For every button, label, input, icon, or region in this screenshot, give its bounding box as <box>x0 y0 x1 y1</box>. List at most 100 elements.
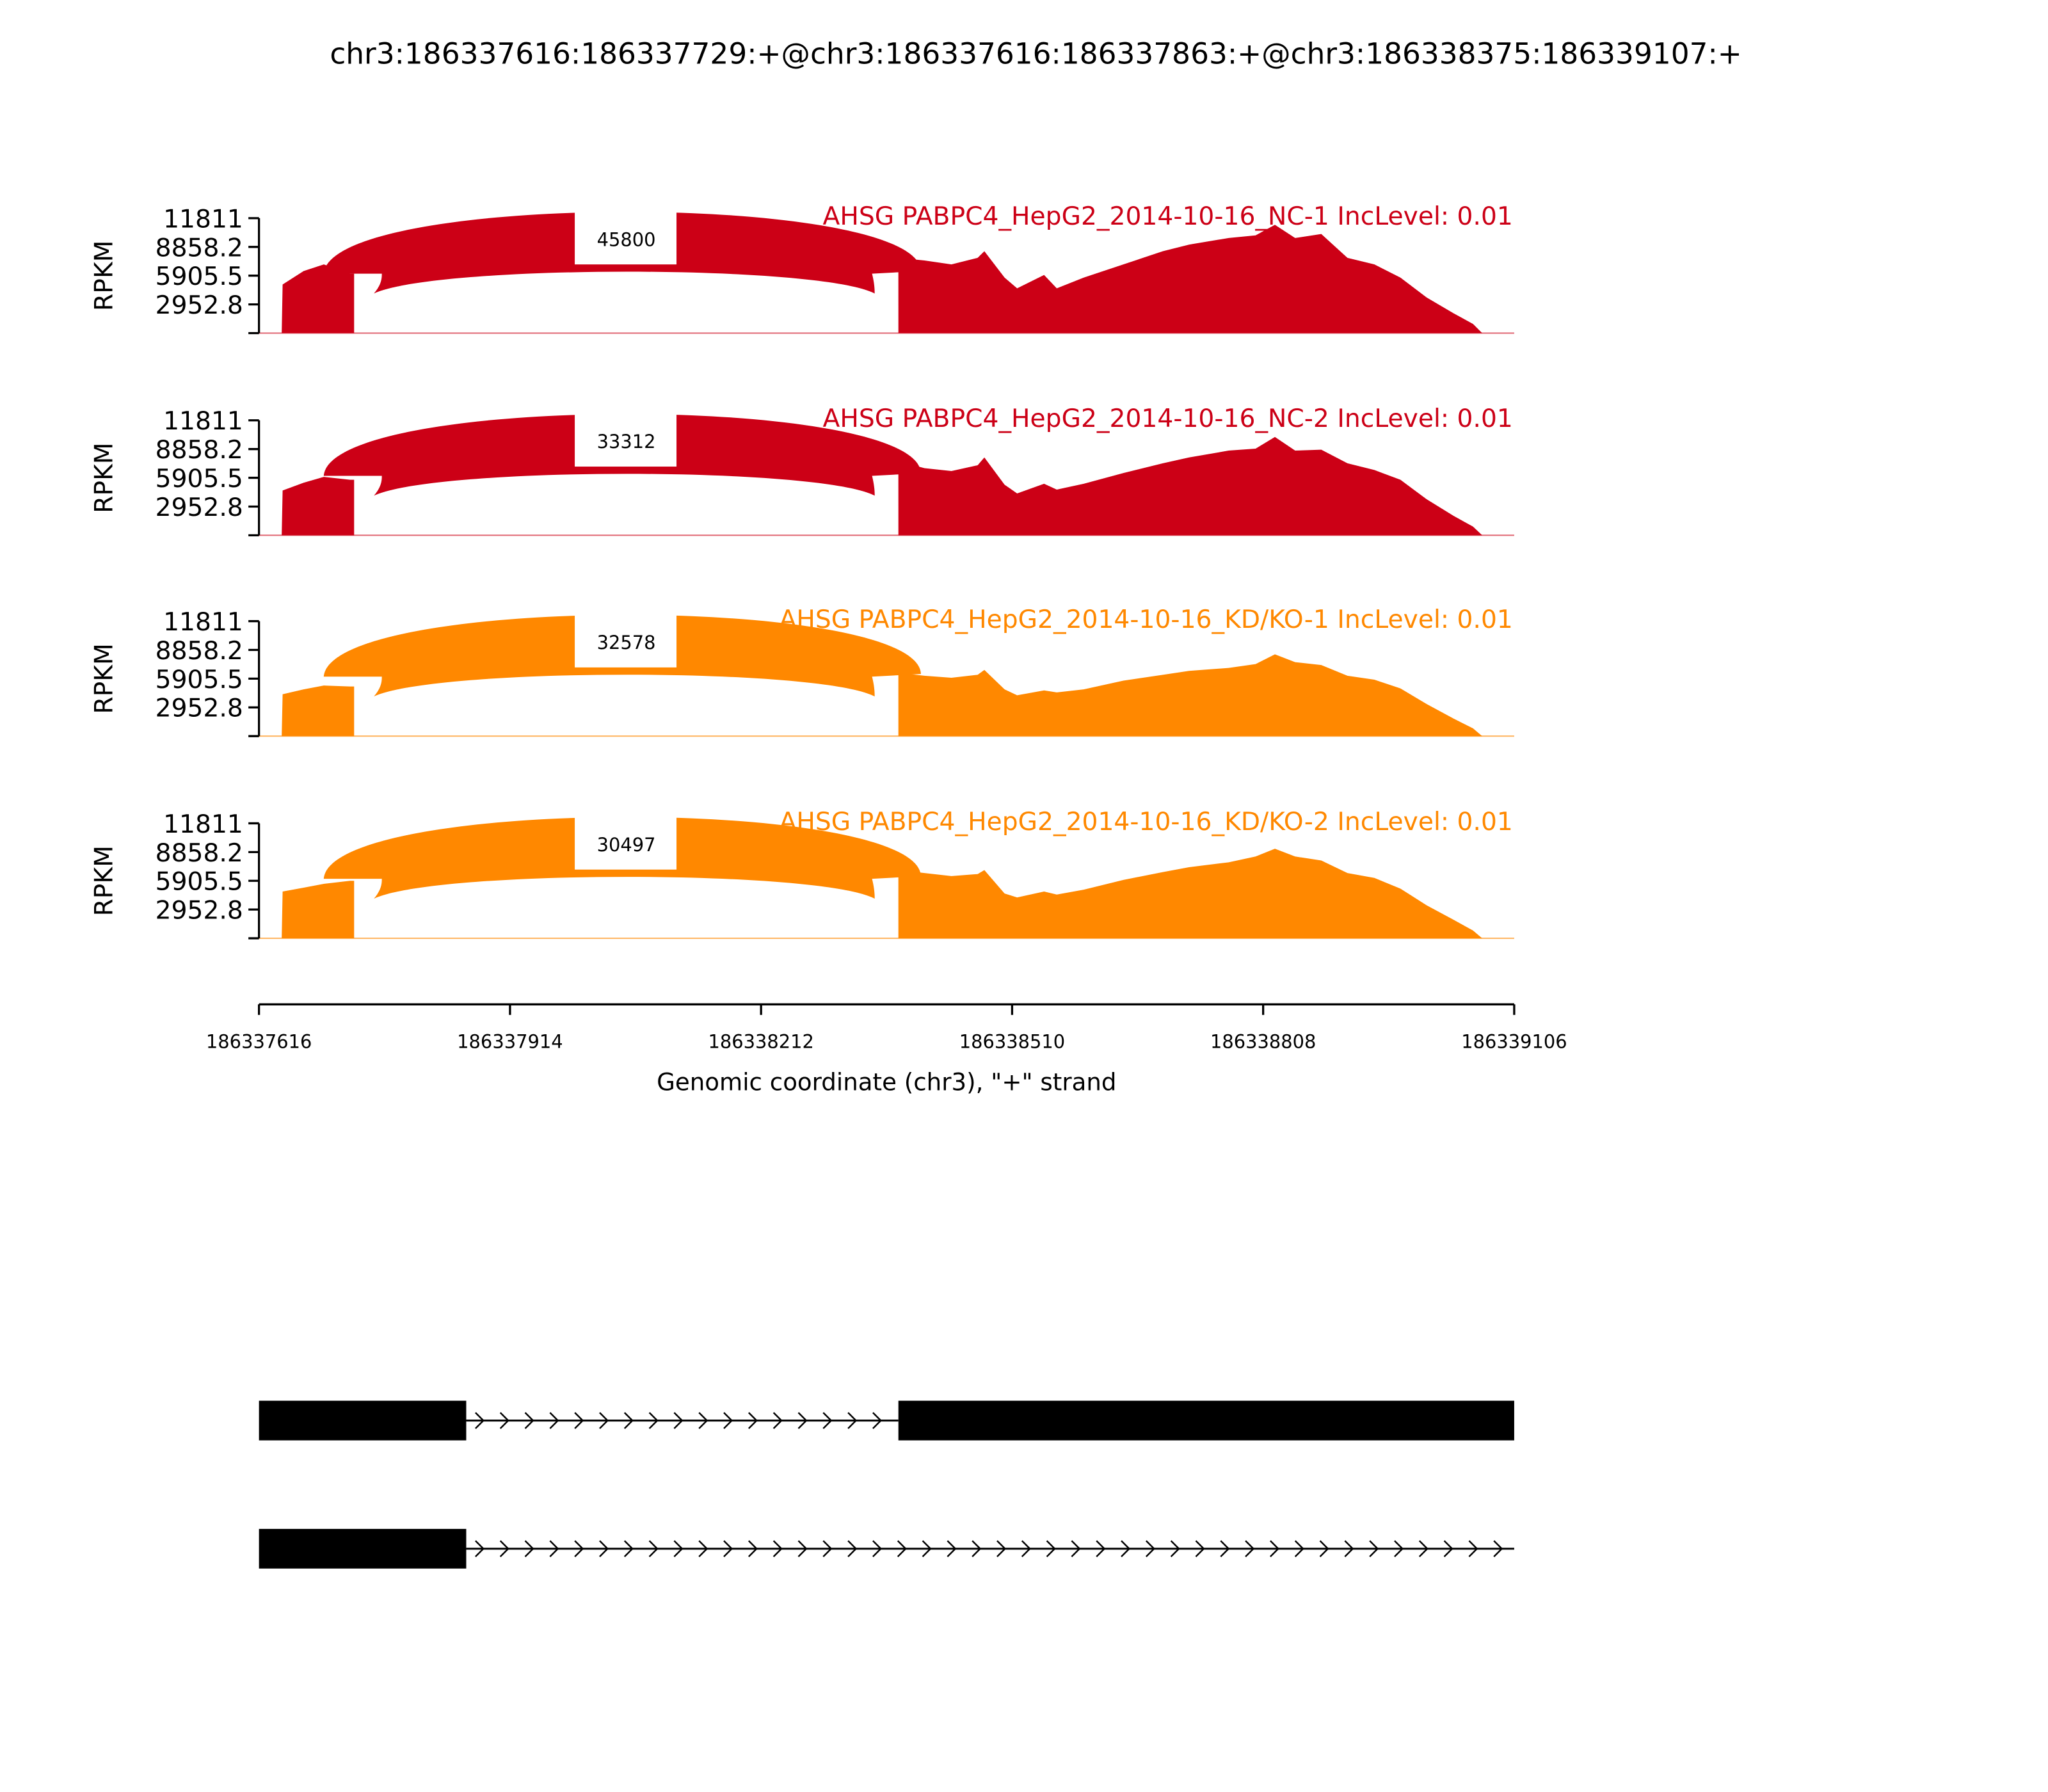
junction-label-box <box>575 817 677 870</box>
strand-chevron-icon <box>797 1412 808 1429</box>
y-tick-label: 2952.8 <box>156 694 243 723</box>
strand-chevron-icon <box>574 1540 584 1558</box>
y-tick-label: 2952.8 <box>156 493 243 522</box>
x-tick-label: 186338212 <box>708 1030 813 1052</box>
coverage-area-exon2 <box>898 849 1482 939</box>
strand-chevron-icon <box>673 1412 684 1429</box>
strand-chevron-icon <box>524 1412 534 1429</box>
strand-chevron-icon <box>872 1412 883 1429</box>
strand-chevron-icon <box>1294 1540 1304 1558</box>
strand-chevron-icon <box>872 1540 883 1558</box>
x-tick-label: 186338510 <box>959 1030 1065 1052</box>
strand-chevron-icon <box>996 1540 1007 1558</box>
y-tick-label: 11811 <box>163 407 243 436</box>
strand-chevron-icon <box>648 1412 659 1429</box>
strand-chevron-icon <box>1270 1540 1280 1558</box>
strand-chevron-icon <box>797 1540 808 1558</box>
strand-chevron-icon <box>1394 1540 1404 1558</box>
strand-chevron-icon <box>574 1412 584 1429</box>
strand-chevron-icon <box>475 1412 485 1429</box>
x-tick-label: 186337914 <box>457 1030 563 1052</box>
strand-chevron-icon <box>772 1540 783 1558</box>
strand-chevron-icon <box>847 1540 858 1558</box>
strand-chevron-icon <box>1195 1540 1205 1558</box>
strand-chevron-icon <box>499 1540 509 1558</box>
sample-panel: 32578 AHSG PABPC4_HepG2_2014-10-16_KD/KO-… <box>90 605 1514 737</box>
strand-chevron-icon <box>947 1540 957 1558</box>
y-axis-label: RPKM <box>90 643 118 714</box>
y-tick-label: 11811 <box>163 205 243 234</box>
strand-chevron-icon <box>1046 1540 1056 1558</box>
y-axis-label: RPKM <box>90 442 118 513</box>
strand-chevron-icon <box>1220 1540 1230 1558</box>
sample-label: AHSG PABPC4_HepG2_2014-10-16_KD/KO-1 Inc… <box>780 605 1513 634</box>
strand-chevron-icon <box>1319 1540 1329 1558</box>
y-tick-label: 8858.2 <box>156 234 243 262</box>
y-tick-label: 5905.5 <box>156 465 243 493</box>
exon-block <box>259 1400 467 1441</box>
junction-label-box <box>575 211 677 265</box>
y-tick-label: 2952.8 <box>156 897 243 925</box>
y-tick-label: 11811 <box>163 810 243 839</box>
strand-chevron-icon <box>698 1540 708 1558</box>
strand-chevron-icon <box>1468 1540 1478 1558</box>
strand-chevron-icon <box>1443 1540 1453 1558</box>
strand-chevron-icon <box>549 1412 559 1429</box>
strand-chevron-icon <box>922 1540 932 1558</box>
strand-chevron-icon <box>1170 1540 1180 1558</box>
strand-chevron-icon <box>698 1412 708 1429</box>
strand-chevron-icon <box>748 1412 758 1429</box>
plot-title: chr3:186337616:186337729:+@chr3:18633761… <box>330 36 1742 70</box>
strand-chevron-icon <box>1493 1540 1503 1558</box>
strand-chevron-icon <box>475 1540 485 1558</box>
strand-chevron-icon <box>822 1412 833 1429</box>
sample-label: AHSG PABPC4_HepG2_2014-10-16_KD/KO-2 Inc… <box>780 808 1513 836</box>
strand-chevron-icon <box>549 1540 559 1558</box>
strand-chevron-icon <box>972 1540 982 1558</box>
strand-chevron-icon <box>772 1412 783 1429</box>
gene-track <box>259 1400 1514 1569</box>
strand-chevron-icon <box>673 1540 684 1558</box>
exon-block <box>259 1528 467 1569</box>
junction-count: 30497 <box>597 834 656 856</box>
strand-chevron-icon <box>524 1540 534 1558</box>
sample-panel: 30497 AHSG PABPC4_HepG2_2014-10-16_KD/KO-… <box>90 808 1514 940</box>
coverage-area-exon2 <box>898 436 1482 536</box>
junction-label-box <box>575 413 677 467</box>
transcript <box>259 1528 1514 1569</box>
y-tick-label: 5905.5 <box>156 262 243 291</box>
y-axis-label: RPKM <box>90 240 118 310</box>
junction-label-box <box>575 614 677 668</box>
y-tick-label: 2952.8 <box>156 291 243 320</box>
y-tick-label: 8858.2 <box>156 637 243 666</box>
junction-count: 45800 <box>597 228 656 250</box>
sample-label: AHSG PABPC4_HepG2_2014-10-16_NC-1 IncLev… <box>823 202 1513 231</box>
x-tick-label: 186337616 <box>206 1030 312 1052</box>
x-axis: Genomic coordinate (chr3), "+" strand 18… <box>206 1003 1567 1096</box>
strand-chevron-icon <box>599 1412 609 1429</box>
strand-chevron-icon <box>1121 1540 1131 1558</box>
strand-chevron-icon <box>648 1540 659 1558</box>
strand-chevron-icon <box>822 1540 833 1558</box>
strand-chevron-icon <box>1071 1540 1081 1558</box>
strand-chevron-icon <box>1245 1540 1255 1558</box>
strand-chevron-icon <box>1145 1540 1155 1558</box>
strand-chevron-icon <box>847 1412 858 1429</box>
y-tick-label: 11811 <box>163 608 243 637</box>
y-tick-label: 5905.5 <box>156 868 243 897</box>
strand-chevron-icon <box>499 1412 509 1429</box>
coverage-area-exon1 <box>282 477 355 536</box>
sample-panel: 33312 AHSG PABPC4_HepG2_2014-10-16_NC-2 I… <box>90 404 1514 537</box>
strand-chevron-icon <box>723 1412 733 1429</box>
strand-chevron-icon <box>1096 1540 1106 1558</box>
x-tick-label: 186338808 <box>1210 1030 1316 1052</box>
strand-chevron-icon <box>723 1540 733 1558</box>
coverage-area-exon1 <box>282 685 355 737</box>
strand-chevron-icon <box>623 1412 634 1429</box>
strand-chevron-icon <box>1418 1540 1428 1558</box>
y-tick-label: 8858.2 <box>156 839 243 868</box>
exon-block <box>898 1400 1514 1441</box>
x-axis-label: Genomic coordinate (chr3), "+" strand <box>657 1068 1116 1096</box>
